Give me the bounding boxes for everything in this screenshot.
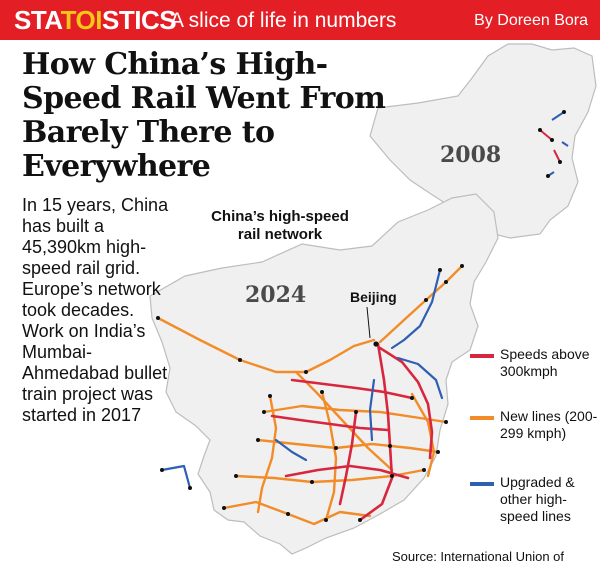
brand-logo: STATOISTICS xyxy=(14,5,177,35)
legend-swatch-new xyxy=(470,416,494,420)
line-2008-2 xyxy=(551,111,565,121)
station xyxy=(262,410,266,414)
station-2008-3 xyxy=(562,110,566,114)
line-2008-1 xyxy=(539,129,553,141)
speed-line-west-central xyxy=(270,414,390,432)
year-label-2008: 2008 xyxy=(440,142,502,168)
station xyxy=(160,468,164,472)
station xyxy=(460,264,464,268)
station xyxy=(324,518,328,522)
brand-part-toi: TOI xyxy=(60,5,103,35)
upgraded-line-northeast xyxy=(390,268,442,350)
brand-part-1: STA xyxy=(14,5,61,35)
speed-line-south xyxy=(284,464,410,480)
upgraded-line-west xyxy=(274,438,308,462)
station xyxy=(238,358,242,362)
station-2008-1 xyxy=(538,128,542,132)
china-outline-2008 xyxy=(369,43,597,239)
header-banner: STATOISTICS A slice of life in numbers B… xyxy=(0,0,600,40)
station xyxy=(410,396,414,400)
new-line-inner xyxy=(320,390,338,522)
beijing-pointer xyxy=(366,306,371,339)
legend-swatch-upgraded xyxy=(470,482,494,486)
station xyxy=(358,518,362,522)
map-title: China’s high-speed rail network xyxy=(211,208,349,243)
upgraded-line-central xyxy=(368,378,376,442)
new-lines xyxy=(156,264,464,526)
station xyxy=(354,410,358,414)
line-2008-3 xyxy=(553,149,561,163)
speed-lines xyxy=(270,342,434,522)
station-2008-4 xyxy=(558,160,562,164)
station xyxy=(424,298,428,302)
station-2008-5 xyxy=(546,174,550,178)
station xyxy=(234,474,238,478)
legend-swatch-speed xyxy=(470,354,494,358)
station xyxy=(304,370,308,374)
upgraded-line-east xyxy=(396,356,444,400)
legend-label-new: New lines (200-299 kmph) xyxy=(500,408,598,441)
china-outline-2024 xyxy=(149,193,499,555)
upgraded-line-tibet xyxy=(160,464,192,490)
line-2008-5 xyxy=(561,141,569,147)
legend-label-upgraded: Upgraded & other high-speed lines xyxy=(500,474,575,524)
station xyxy=(286,512,290,516)
stations-2008 xyxy=(538,110,566,178)
station xyxy=(422,468,426,472)
intro-text: In 15 years, China has built a 45,390km … xyxy=(22,195,169,425)
station xyxy=(222,506,226,510)
station xyxy=(334,446,338,450)
station xyxy=(268,394,272,398)
station-2008-2 xyxy=(550,138,554,142)
new-line-northwest xyxy=(156,316,376,374)
headline: How China’s High-Speed Rail Went From Ba… xyxy=(22,47,386,184)
station xyxy=(310,480,314,484)
stations-2024 xyxy=(156,264,464,522)
city-label-beijing: Beijing xyxy=(350,289,397,305)
new-line-southwest xyxy=(222,500,372,526)
speed-line-east-west xyxy=(290,378,414,400)
upgraded-lines xyxy=(160,268,444,490)
station xyxy=(373,341,379,347)
station xyxy=(388,444,392,448)
brand-part-2: STICS xyxy=(102,5,177,35)
year-label-2024: 2024 xyxy=(245,282,307,308)
station xyxy=(156,316,160,320)
station xyxy=(256,438,260,442)
new-line-diagonal xyxy=(294,370,394,472)
station xyxy=(444,420,448,424)
legend-label-speed: Speeds above 300kmph xyxy=(500,346,590,379)
station xyxy=(444,280,448,284)
speed-line-central xyxy=(338,410,358,506)
station xyxy=(436,450,440,454)
speed-line-coastal xyxy=(378,346,434,460)
source-note: Source: International Union of xyxy=(392,549,564,564)
station xyxy=(438,268,442,272)
station xyxy=(390,474,394,478)
station xyxy=(188,486,192,490)
new-line-central-west xyxy=(262,404,448,424)
tagline: A slice of life in numbers xyxy=(170,9,397,32)
byline: By Doreen Bora xyxy=(474,12,588,29)
new-line-middle xyxy=(256,438,440,454)
rail-lines-2008 xyxy=(539,111,569,177)
station xyxy=(320,390,324,394)
